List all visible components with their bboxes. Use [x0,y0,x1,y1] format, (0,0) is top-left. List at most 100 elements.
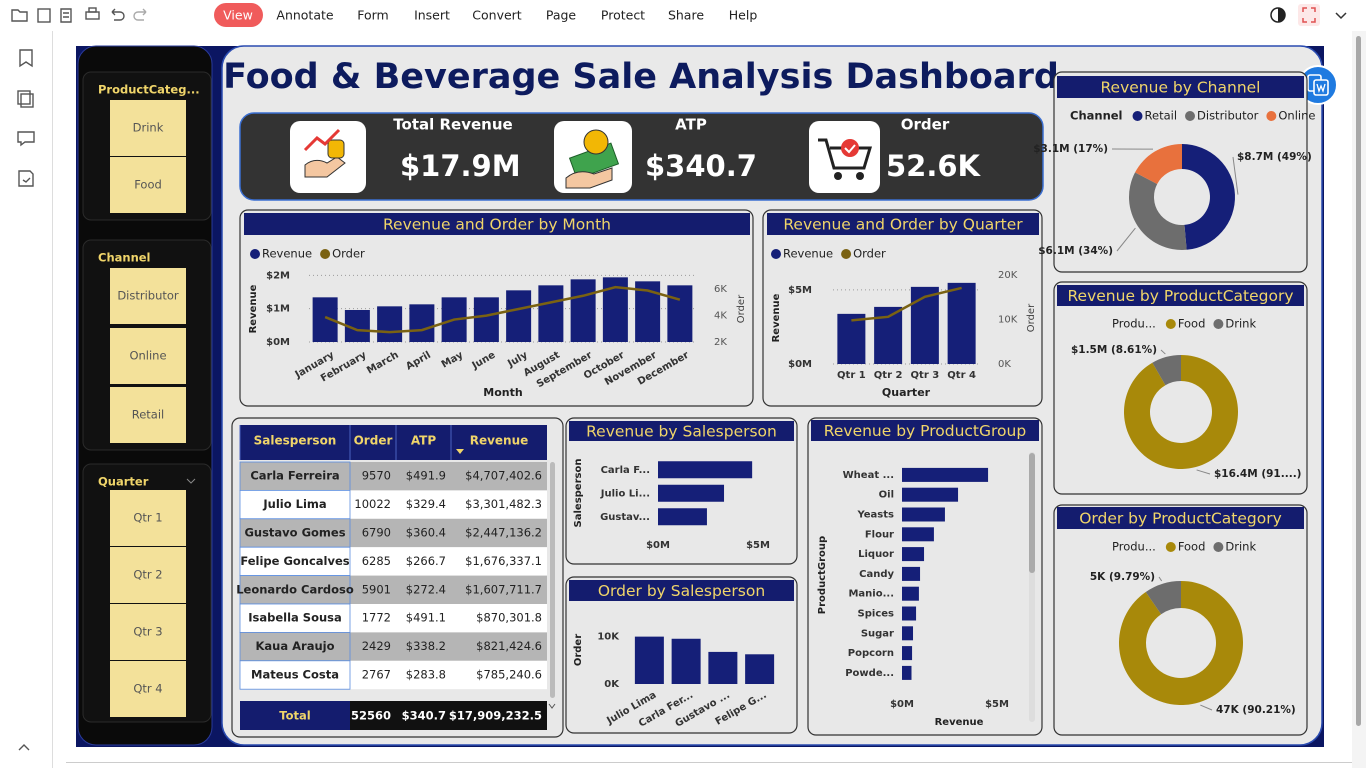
legend-label: Online [1278,109,1315,123]
y-tick-label: Powde... [845,668,894,679]
bar [708,651,738,684]
column-header[interactable]: Order [354,434,393,448]
legend-label: Drink [1225,317,1256,331]
table-cell: 9570 [362,469,391,483]
slicer-item-label[interactable]: Online [129,349,166,363]
legend-label: Food [1178,540,1206,554]
toolbar-icons[interactable] [11,7,147,23]
sidebar-icons[interactable] [17,49,35,751]
slicer-item-label[interactable]: Qtr 1 [133,511,162,525]
slicer-item[interactable] [110,268,186,324]
slicer-item[interactable] [110,157,186,213]
y-axis-title: ProductGroup [817,536,828,614]
table-cell: 52560 [351,709,391,723]
visual-header [1057,76,1304,98]
menu-item[interactable]: View [223,8,253,23]
legend-marker [1165,542,1176,552]
column-header[interactable]: ATP [411,434,437,448]
table-cell: 6790 [362,526,391,540]
slicer-item[interactable] [110,328,186,384]
slicer-item-label[interactable]: Qtr 2 [133,568,162,582]
column-header[interactable]: Salesperson [254,434,337,448]
x-tick-label: Qtr 1 [837,370,866,381]
menu-item[interactable]: Protect [601,8,645,23]
window-icons[interactable] [1270,4,1347,26]
bar [745,654,775,684]
scrollbar-thumb[interactable] [1029,453,1035,573]
leader-line [1232,156,1239,195]
convert-badge[interactable] [1298,65,1338,105]
table-cell: 6285 [362,554,391,568]
visual-title: Revenue by ProductCategory [1067,287,1293,305]
y-tick-label: Oil [879,490,894,501]
slicer-item-label[interactable]: Drink [133,121,164,135]
legend-label: Retail [1145,109,1178,123]
y-tick-label: $1M [266,304,290,315]
scrollbar-thumb[interactable] [1356,36,1361,726]
legend-marker [841,249,852,259]
visual-header [569,421,794,441]
visual-header [1057,285,1304,306]
legend-marker [1132,111,1143,121]
slicer-item[interactable] [110,661,186,717]
donut-slice [1129,172,1187,251]
slicer-item-label[interactable]: Qtr 4 [133,682,162,696]
table-cell: $821,424.6 [476,639,542,653]
y-axis-title: Order [573,634,584,666]
slicer-item[interactable] [110,490,186,546]
table-cell: $283.8 [406,668,446,682]
y-tick-label: 0K [604,679,620,690]
data-label: $8.7M (49%) [1237,151,1312,163]
menu-item[interactable]: Help [729,8,758,23]
bar [667,285,693,342]
table-cell: Mateus Costa [251,668,339,682]
y-axis-title: Salesperson [573,459,584,528]
table-cell: Gustavo Gomes [244,526,345,540]
legend-title: Produ... [1112,540,1156,554]
y-tick-label: 10K [597,632,620,643]
slicer-item[interactable] [110,547,186,603]
slicer-item-label[interactable]: Distributor [117,289,179,303]
donut-slice [1182,144,1235,250]
y-tick-label: Sugar [861,628,894,639]
menu-item[interactable]: Convert [472,8,522,23]
legend-marker [1266,111,1277,121]
y2-axis-title: Order [1026,303,1037,332]
menu-item[interactable]: Insert [414,8,450,23]
visual-panel [1053,504,1308,736]
visual-title: Revenue and Order by Quarter [783,216,1023,234]
menu-item[interactable]: Form [357,8,389,23]
visual-panel [807,417,1043,736]
table-cell: Isabella Sousa [248,611,342,625]
menu-item[interactable]: Annotate [276,8,334,23]
column-header[interactable]: Revenue [470,434,529,448]
x-tick-label: Qtr 4 [947,370,976,381]
y-tick-label: $0M [788,359,812,370]
bar [902,586,919,601]
kpi-value: $17.9M [400,149,521,183]
y-tick-label: Spices [858,609,894,620]
slicer-item-label[interactable]: Food [134,178,162,192]
slicer-item[interactable] [110,604,186,660]
name-cell-border [239,660,351,690]
legend-marker [1213,319,1224,329]
table-cell: Leonardo Cardoso [236,582,354,596]
slicer-item-label[interactable]: Qtr 3 [133,625,162,639]
bar [634,636,664,684]
menu-item[interactable]: Share [668,8,704,23]
slicer-item[interactable] [110,100,186,156]
table-cell: $272.4 [406,582,446,596]
y2-tick-label: 2K [714,337,727,348]
bar [902,527,934,542]
menu-item[interactable]: Page [546,8,577,23]
menu-active-pill [214,3,263,27]
slicer-item-label[interactable]: Retail [132,408,165,422]
slicer-item[interactable] [110,387,186,443]
legend-marker [1185,111,1196,121]
table-scrollbar[interactable] [550,462,555,698]
line [324,285,681,334]
table-cell: $360.4 [406,526,446,540]
slicer-title: Channel [98,251,151,265]
bar [658,484,725,502]
